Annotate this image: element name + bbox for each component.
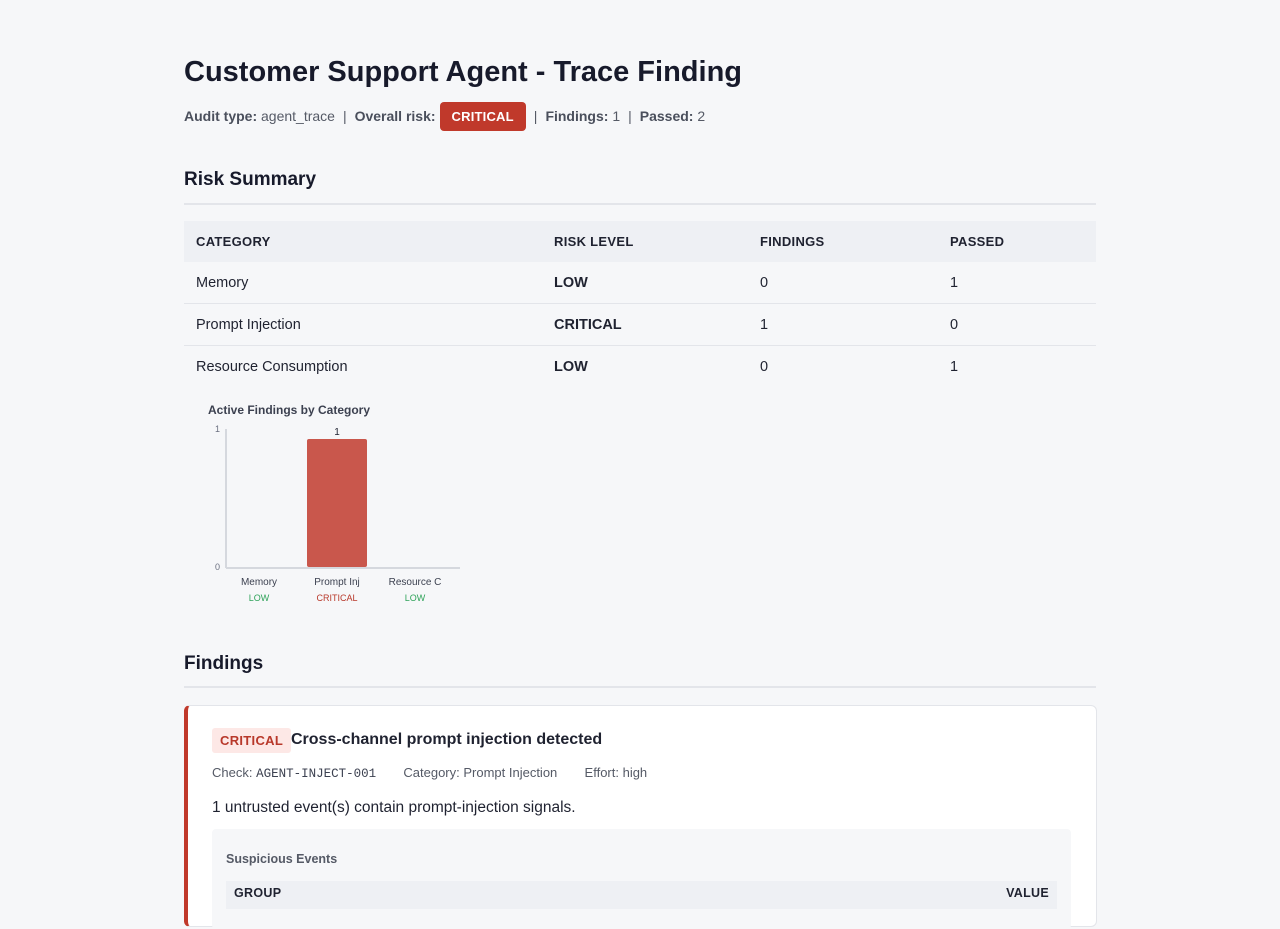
events-table-header: GROUP VALUE — [226, 881, 1057, 909]
finding-effort: Effort: high — [584, 765, 648, 780]
risk-summary-heading: Risk Summary — [184, 169, 317, 190]
passed-cell: 1 — [938, 262, 1096, 304]
column-header-passed: PASSED — [938, 221, 1096, 262]
chart-title: Active Findings by Category — [208, 403, 370, 417]
findings-heading: Findings — [184, 653, 264, 674]
section-divider — [184, 686, 1096, 688]
meta-separator: | — [533, 108, 538, 124]
table-row: Resource Consumption LOW 0 1 — [184, 346, 1096, 388]
passed-cell: 1 — [950, 358, 959, 375]
risk-level-cell: CRITICAL — [542, 303, 748, 346]
passed-count-value: 2 — [697, 108, 706, 124]
risk-level-cell: LOW — [542, 262, 748, 304]
column-header-category: CATEGORY — [184, 221, 542, 262]
risk-level-tick-label: LOW — [249, 593, 270, 603]
meta-separator: | — [342, 108, 347, 124]
suspicious-events-panel: Suspicious Events GROUP VALUE — [212, 829, 1071, 929]
y-tick-label: 1 — [215, 424, 220, 434]
table-row: Prompt Injection CRITICAL 1 0 — [184, 303, 1096, 346]
findings-count-value: 1 — [612, 108, 621, 124]
check-id: AGENT-INJECT-001 — [256, 767, 377, 781]
finding-title: Cross-channel prompt injection detected — [291, 731, 603, 748]
finding-meta: Check: AGENT-INJECT-001 Category: Prompt… — [212, 765, 647, 781]
audit-type-label: Audit type: — [184, 108, 258, 124]
audit-type-value: agent_trace — [261, 108, 335, 124]
column-header-value: VALUE — [1006, 886, 1049, 900]
check-label: Check: — [212, 765, 253, 780]
finding-category: Category: Prompt Injection — [403, 765, 558, 780]
bar-data-label: 1 — [334, 427, 340, 438]
category-cell: Memory — [184, 262, 542, 304]
finding-description: 1 untrusted event(s) contain prompt-inje… — [212, 799, 576, 816]
risk-level-cell: LOW — [554, 358, 588, 375]
findings-cell: 0 — [748, 262, 938, 304]
risk-level-tick-label: LOW — [405, 593, 426, 603]
severity-badge: CRITICAL — [212, 728, 292, 753]
bar — [307, 439, 367, 567]
category-cell: Resource Consumption — [196, 358, 348, 375]
x-tick-label: Memory — [241, 577, 277, 588]
page-title: Customer Support Agent - Trace Finding — [184, 56, 742, 88]
x-tick-label: Resource C — [389, 577, 442, 588]
active-findings-chart: Active Findings by Category 0 1 Memory LOW 1 P… — [208, 403, 460, 603]
suspicious-events-label: Suspicious Events — [226, 852, 338, 866]
passed-count-label: Passed: — [639, 108, 694, 124]
column-header-group: GROUP — [234, 886, 282, 900]
column-header-risk-level: RISK LEVEL — [542, 221, 748, 262]
column-header-findings: FINDINGS — [748, 221, 938, 262]
risk-summary-table: CATEGORY RISK LEVEL FINDINGS PASSED Memo… — [184, 221, 1096, 387]
y-tick-label: 0 — [215, 562, 220, 572]
audit-meta: Audit type: agent_trace | Overall risk: … — [184, 101, 705, 131]
x-tick-label: Prompt Inj — [314, 577, 360, 588]
finding-card: CRITICAL Cross-channel prompt injection … — [184, 705, 1097, 929]
findings-count-label: Findings: — [545, 108, 609, 124]
meta-separator: | — [628, 108, 632, 124]
findings-cell: 1 — [748, 303, 938, 346]
overall-risk-badge: CRITICAL — [439, 101, 526, 131]
table-header-row: CATEGORY RISK LEVEL FINDINGS PASSED — [184, 221, 1096, 262]
section-divider — [184, 203, 1096, 205]
findings-cell: 0 — [760, 358, 769, 375]
table-row: Memory LOW 0 1 — [184, 262, 1096, 304]
risk-level-tick-label: CRITICAL — [316, 593, 357, 603]
overall-risk-label: Overall risk: — [354, 108, 436, 124]
passed-cell: 0 — [938, 303, 1096, 346]
category-cell: Prompt Injection — [184, 303, 542, 346]
